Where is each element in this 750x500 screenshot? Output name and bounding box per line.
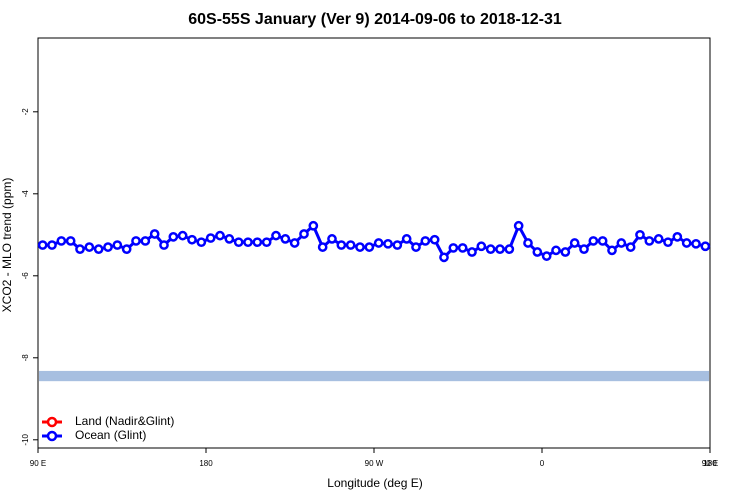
data-point (383, 238, 393, 249)
data-point (345, 240, 356, 250)
legend-label: Ocean (Glint) (75, 428, 146, 442)
data-point (355, 242, 365, 252)
data-point (177, 230, 188, 241)
data-point (84, 242, 95, 252)
data-point (336, 240, 347, 250)
y-tick-label: -6 (21, 272, 30, 280)
data-point (616, 238, 627, 248)
data-point (485, 244, 496, 254)
data-point (364, 242, 375, 252)
data-point (439, 252, 449, 263)
chart-title: 60S-55S January (Ver 9) 2014-09-06 to 20… (188, 11, 562, 28)
data-point (560, 247, 571, 257)
data-point (140, 236, 151, 246)
data-point (401, 234, 412, 244)
data-point (607, 245, 617, 256)
data-point (597, 236, 608, 246)
data-point (448, 243, 459, 253)
data-point (569, 238, 580, 248)
data-point (420, 236, 431, 246)
data-point (131, 236, 141, 246)
legend-label: Land (Nadir&Glint) (75, 414, 174, 428)
data-point (411, 242, 421, 252)
data-point (261, 237, 272, 248)
y-tick-label: -2 (21, 108, 30, 116)
data-point (523, 238, 533, 248)
data-point (252, 237, 263, 248)
data-point (551, 245, 561, 256)
legend-swatch (46, 430, 58, 442)
data-point (541, 251, 552, 261)
data-point (457, 243, 468, 253)
data-point (121, 244, 132, 254)
data-point (467, 247, 477, 257)
data-point (700, 241, 711, 252)
data-point (308, 220, 319, 231)
data-point (159, 240, 169, 250)
data-point (495, 244, 505, 254)
data-point (205, 233, 216, 243)
data-point (56, 236, 67, 246)
data-point (47, 240, 57, 250)
data-point (215, 230, 225, 241)
y-tick-label: -10 (21, 433, 30, 445)
data-point (635, 229, 645, 240)
data-point (579, 244, 589, 254)
data-point (327, 234, 337, 244)
data-point (681, 238, 692, 248)
data-point (289, 238, 300, 248)
data-point (65, 236, 76, 246)
data-point (93, 244, 104, 254)
y-tick-label: -8 (21, 354, 30, 362)
data-point (75, 244, 85, 254)
data-point (504, 244, 515, 254)
x-tick-label: 90 E (702, 459, 718, 468)
data-point (691, 238, 701, 249)
data-point (588, 236, 599, 246)
data-point (672, 232, 683, 242)
data-point (187, 234, 197, 245)
x-tick-label: 180 (703, 459, 717, 468)
data-point (196, 237, 207, 248)
data-point (513, 220, 524, 231)
x-tick-label: 180 (199, 459, 213, 468)
band (39, 370, 709, 382)
data-point (532, 247, 543, 257)
data-point (280, 234, 291, 244)
data-point (233, 237, 244, 248)
data-point (37, 240, 48, 250)
x-tick-label: 90 W (365, 459, 384, 468)
data-point (644, 236, 655, 246)
data-point (653, 234, 664, 244)
data-point (663, 237, 673, 248)
data-point (224, 234, 235, 244)
data-point (476, 241, 487, 252)
data-point (392, 240, 403, 250)
y-tick-label: -4 (21, 190, 30, 198)
x-axis-label: Longitude (deg E) (327, 476, 422, 490)
y-axis-label: XCO2 - MLO trend (ppm) (0, 178, 14, 313)
x-tick-label: 0 (540, 459, 545, 468)
data-point (373, 238, 384, 248)
data-point (103, 242, 113, 252)
data-point (429, 234, 440, 245)
data-point (149, 229, 160, 239)
data-point (271, 230, 281, 241)
data-point (625, 242, 636, 252)
data-point (299, 229, 309, 239)
legend-swatch (46, 416, 58, 428)
x-tick-label: 90 E (30, 459, 46, 468)
data-point (112, 240, 123, 250)
data-point (168, 232, 179, 242)
data-point (243, 237, 253, 248)
data-point (317, 242, 328, 252)
